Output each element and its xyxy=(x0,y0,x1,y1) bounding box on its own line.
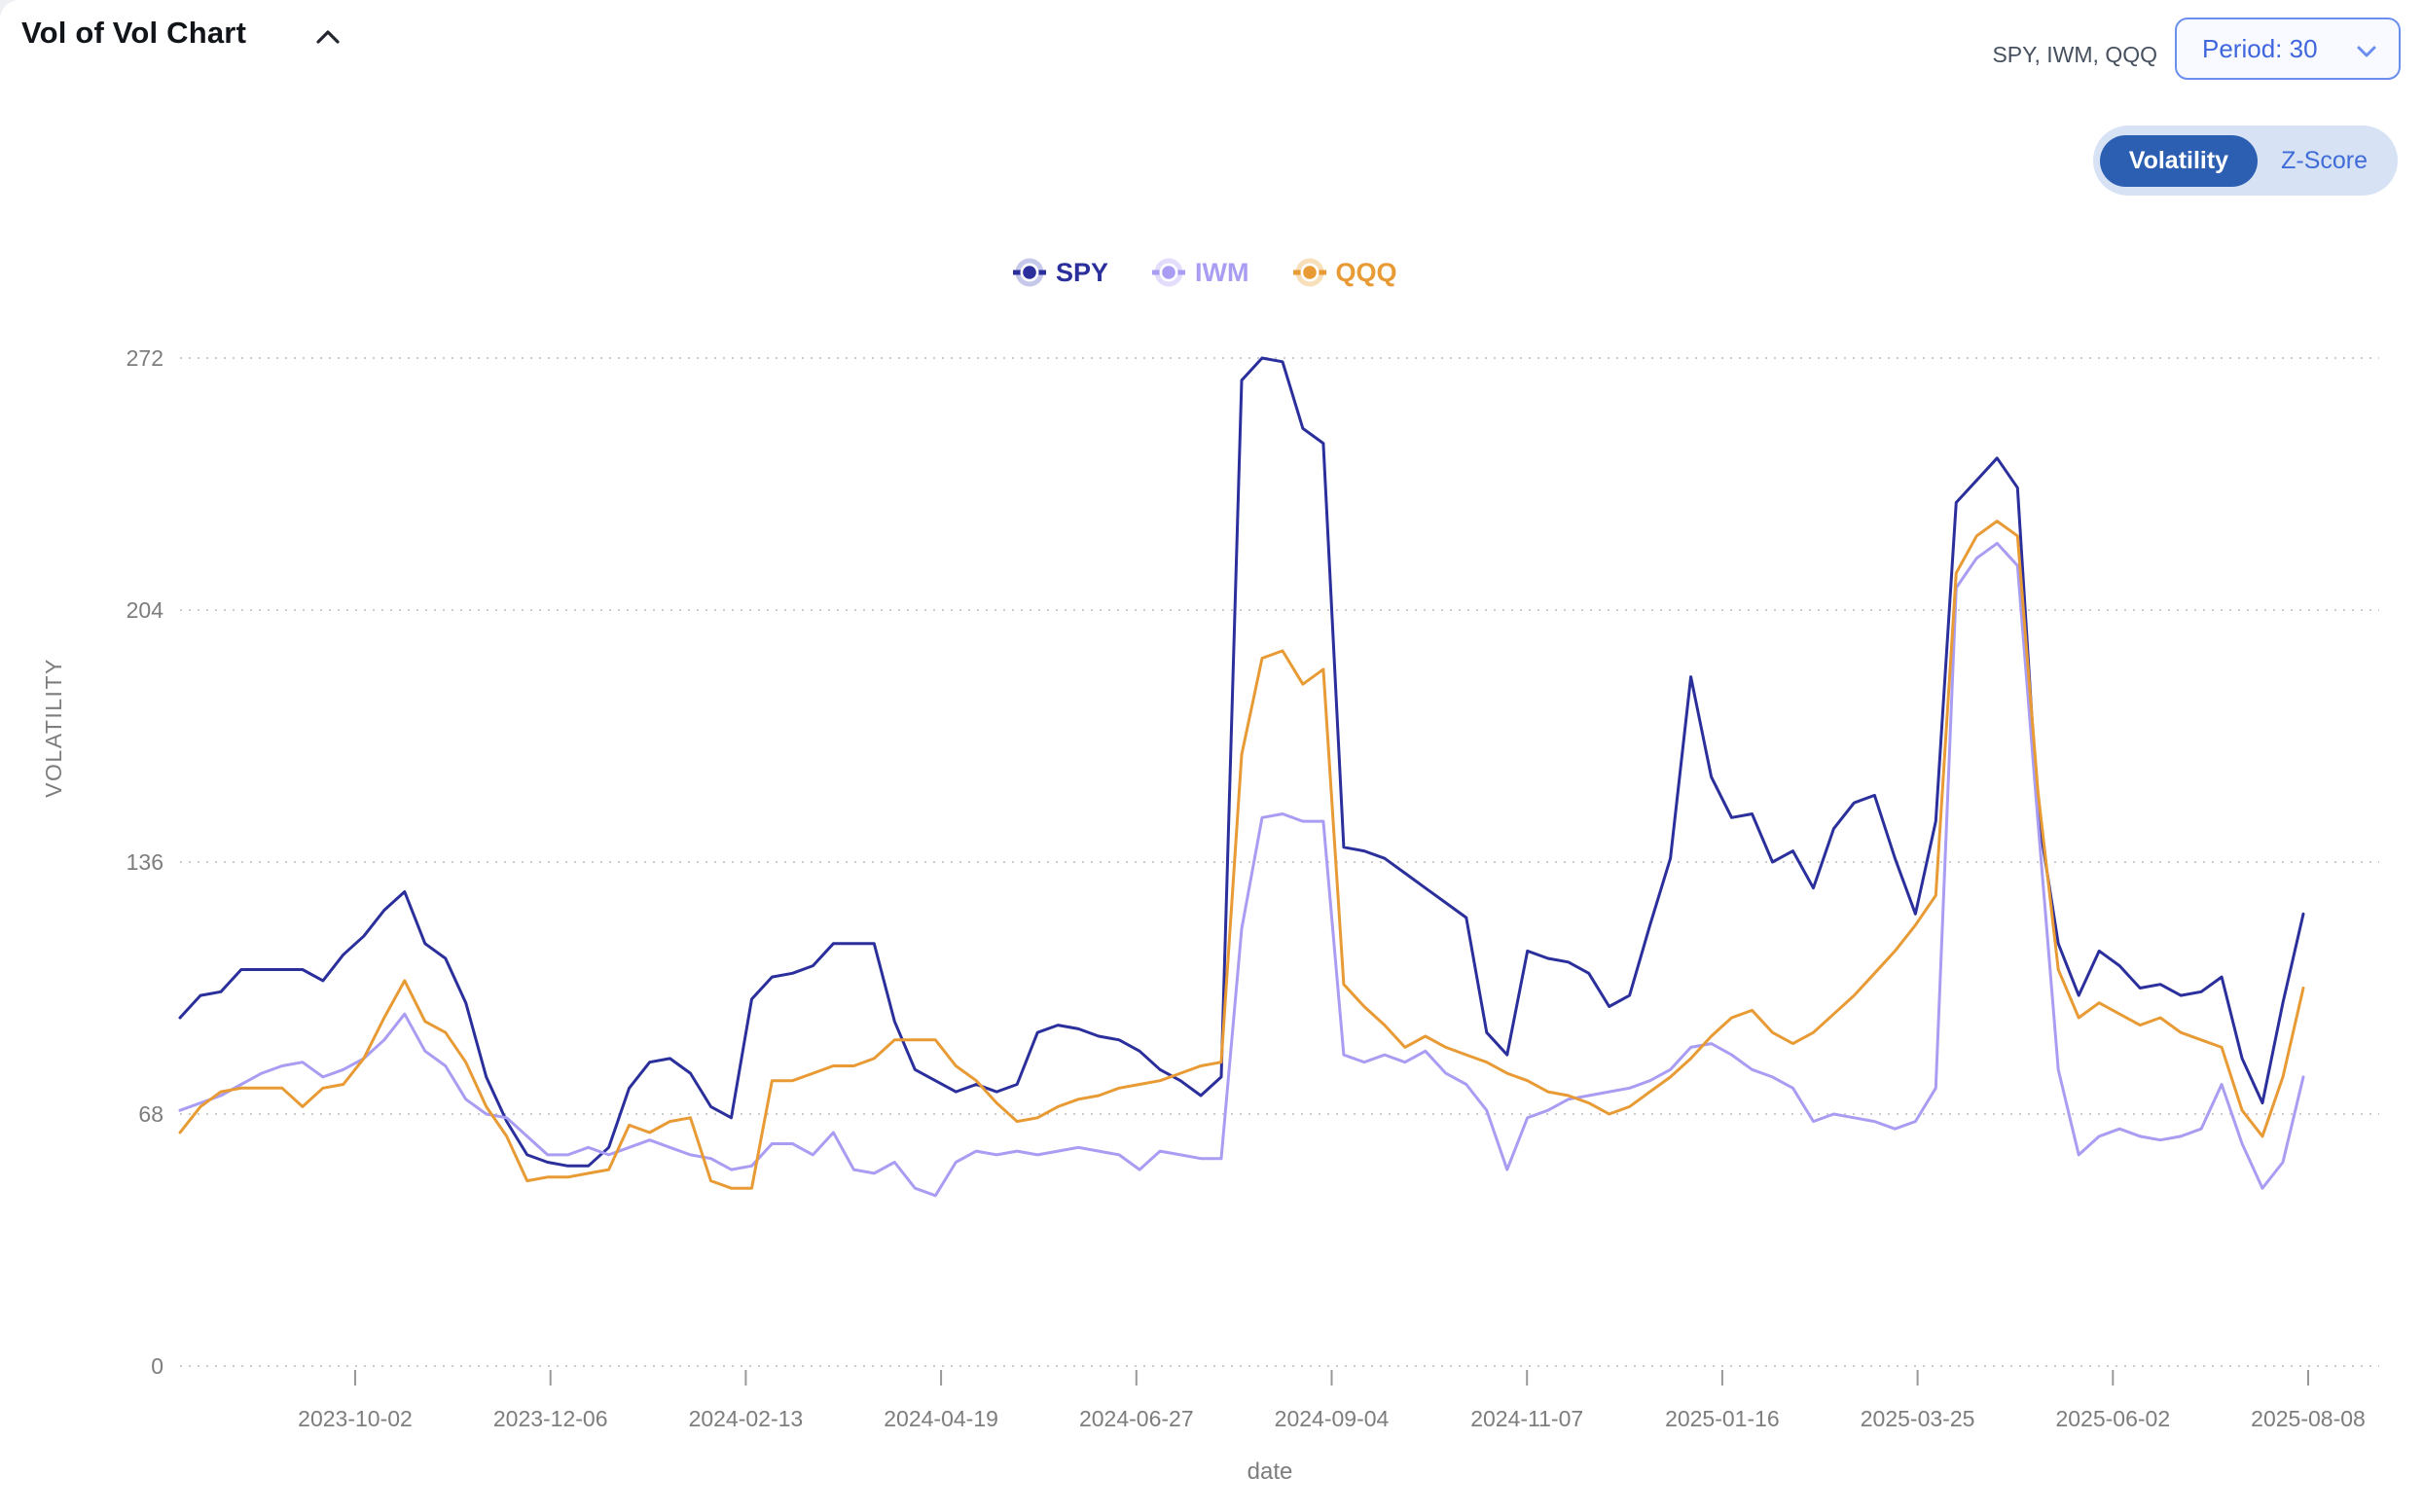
y-tick-label: 68 xyxy=(138,1101,163,1127)
chevron-up-icon xyxy=(316,30,340,44)
toggle-option-z-score[interactable]: Z-Score xyxy=(2281,146,2368,174)
legend-marker-icon xyxy=(1152,258,1186,287)
x-tick-label: 2024-04-19 xyxy=(884,1406,998,1431)
y-tick-label: 136 xyxy=(127,849,163,875)
legend-label: QQQ xyxy=(1335,257,1397,287)
period-select[interactable]: Period: 30 xyxy=(2175,18,2401,80)
x-tick-label: 2024-11-07 xyxy=(1470,1406,1583,1431)
x-tick-label: 2024-09-04 xyxy=(1275,1406,1390,1431)
collapse-section-button[interactable] xyxy=(313,26,343,50)
series-line-iwm xyxy=(178,541,2305,1198)
series-line-spy xyxy=(178,356,2305,1168)
x-tick-label: 2025-08-08 xyxy=(2251,1406,2366,1431)
tickers-summary-label: SPY, IWM, QQQ xyxy=(1992,42,2157,67)
x-tick-label: 2023-12-06 xyxy=(493,1406,608,1431)
x-tick-label: 2024-06-27 xyxy=(1079,1406,1194,1431)
legend-item-spy[interactable]: SPY xyxy=(1012,255,1108,290)
legend-marker-icon xyxy=(1013,258,1046,287)
legend-item-iwm[interactable]: IWM xyxy=(1151,255,1249,290)
period-select-label: Period: 30 xyxy=(2202,33,2318,63)
toggle-option-volatility[interactable]: Volatility xyxy=(2099,134,2259,187)
x-tick-label: 2024-02-13 xyxy=(689,1406,804,1431)
y-tick-label: 272 xyxy=(127,345,163,371)
y-tick-label: 204 xyxy=(127,597,164,623)
x-tick-label: 2025-01-16 xyxy=(1665,1406,1780,1431)
x-tick-label: 2025-06-02 xyxy=(2055,1406,2170,1431)
chart-legend: SPY IWM QQQ xyxy=(1012,255,1397,290)
x-axis-title: date xyxy=(1248,1458,1293,1485)
x-tick-label: 2025-03-25 xyxy=(1861,1406,1975,1431)
x-tick-label: 2023-10-02 xyxy=(298,1406,413,1431)
chevron-down-icon xyxy=(2354,43,2379,65)
y-tick-label: 0 xyxy=(151,1353,163,1379)
page-title: Vol of Vol Chart xyxy=(21,16,247,50)
y-axis-title: VOLATILITY xyxy=(41,658,66,798)
series-line-qqq xyxy=(178,520,2305,1190)
legend-label: IWM xyxy=(1195,257,1249,287)
legend-item-qqq[interactable]: QQQ xyxy=(1292,255,1397,290)
legend-marker-icon xyxy=(1292,258,1326,287)
view-mode-toggle: Volatility Z-Score xyxy=(2092,126,2398,196)
legend-label: SPY xyxy=(1056,257,1109,287)
